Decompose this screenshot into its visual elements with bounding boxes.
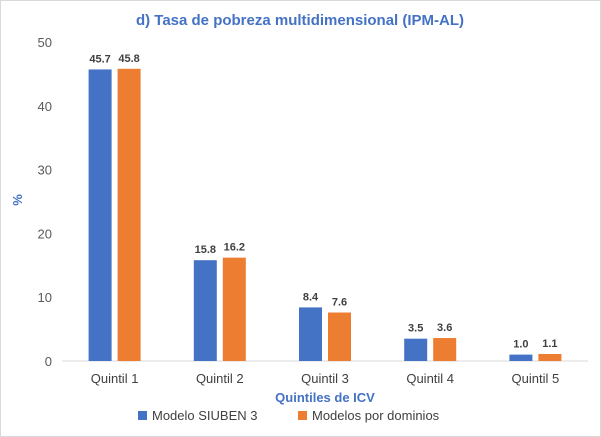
data-labels: 45.7 45.8 15.8 16.2 8.4 7.6 3.5 3.6 1.0 1.1 (89, 53, 557, 351)
bar (117, 68, 141, 362)
legend-label: Modelos por dominios (312, 408, 440, 423)
chart-title: d) Tasa de pobreza multidimensional (IPM… (136, 12, 464, 29)
bar (433, 338, 457, 361)
data-label: 15.8 (195, 244, 216, 256)
data-label: 7.6 (332, 297, 347, 309)
legend-swatch (298, 411, 307, 420)
data-label: 8.4 (303, 291, 319, 303)
legend-swatch (138, 411, 147, 420)
x-tick-label: Quintil 3 (301, 371, 349, 386)
bar (222, 257, 246, 361)
data-label: 45.8 (118, 53, 139, 65)
y-tick-label: 10 (38, 290, 52, 305)
category-labels: Quintil 1 Quintil 2 Quintil 3 Quintil 4 Quin… (91, 371, 560, 386)
y-tick-label: 50 (38, 35, 52, 50)
x-tick-label: Quintil 1 (91, 371, 139, 386)
y-tick-label: 20 (38, 226, 52, 241)
legend: Modelo SIUBEN 3 Modelos por dominios (138, 408, 440, 423)
data-label: 3.6 (437, 322, 452, 334)
x-tick-label: Quintil 5 (512, 371, 560, 386)
x-axis-title: Quintiles de ICV (275, 390, 375, 405)
bar (509, 354, 533, 361)
data-label: 3.5 (408, 323, 423, 335)
legend-label: Modelo SIUBEN 3 (152, 408, 258, 423)
bar (328, 312, 351, 361)
bar (299, 307, 322, 361)
y-tick-label: 0 (45, 354, 52, 369)
bar (193, 260, 217, 361)
data-label: 45.7 (89, 53, 110, 65)
data-label: 1.0 (513, 339, 528, 351)
y-axis-ticks: 0 10 20 30 40 50 (38, 35, 52, 369)
bar (538, 353, 562, 361)
bar (404, 338, 428, 361)
y-tick-label: 30 (38, 163, 52, 178)
x-tick-label: Quintil 2 (196, 371, 244, 386)
x-tick-label: Quintil 4 (406, 371, 454, 386)
y-tick-label: 40 (38, 99, 52, 114)
data-label: 16.2 (224, 242, 245, 254)
y-axis-title: % (10, 194, 25, 206)
bar (88, 69, 112, 362)
bars (88, 68, 562, 362)
data-label: 1.1 (542, 338, 557, 350)
